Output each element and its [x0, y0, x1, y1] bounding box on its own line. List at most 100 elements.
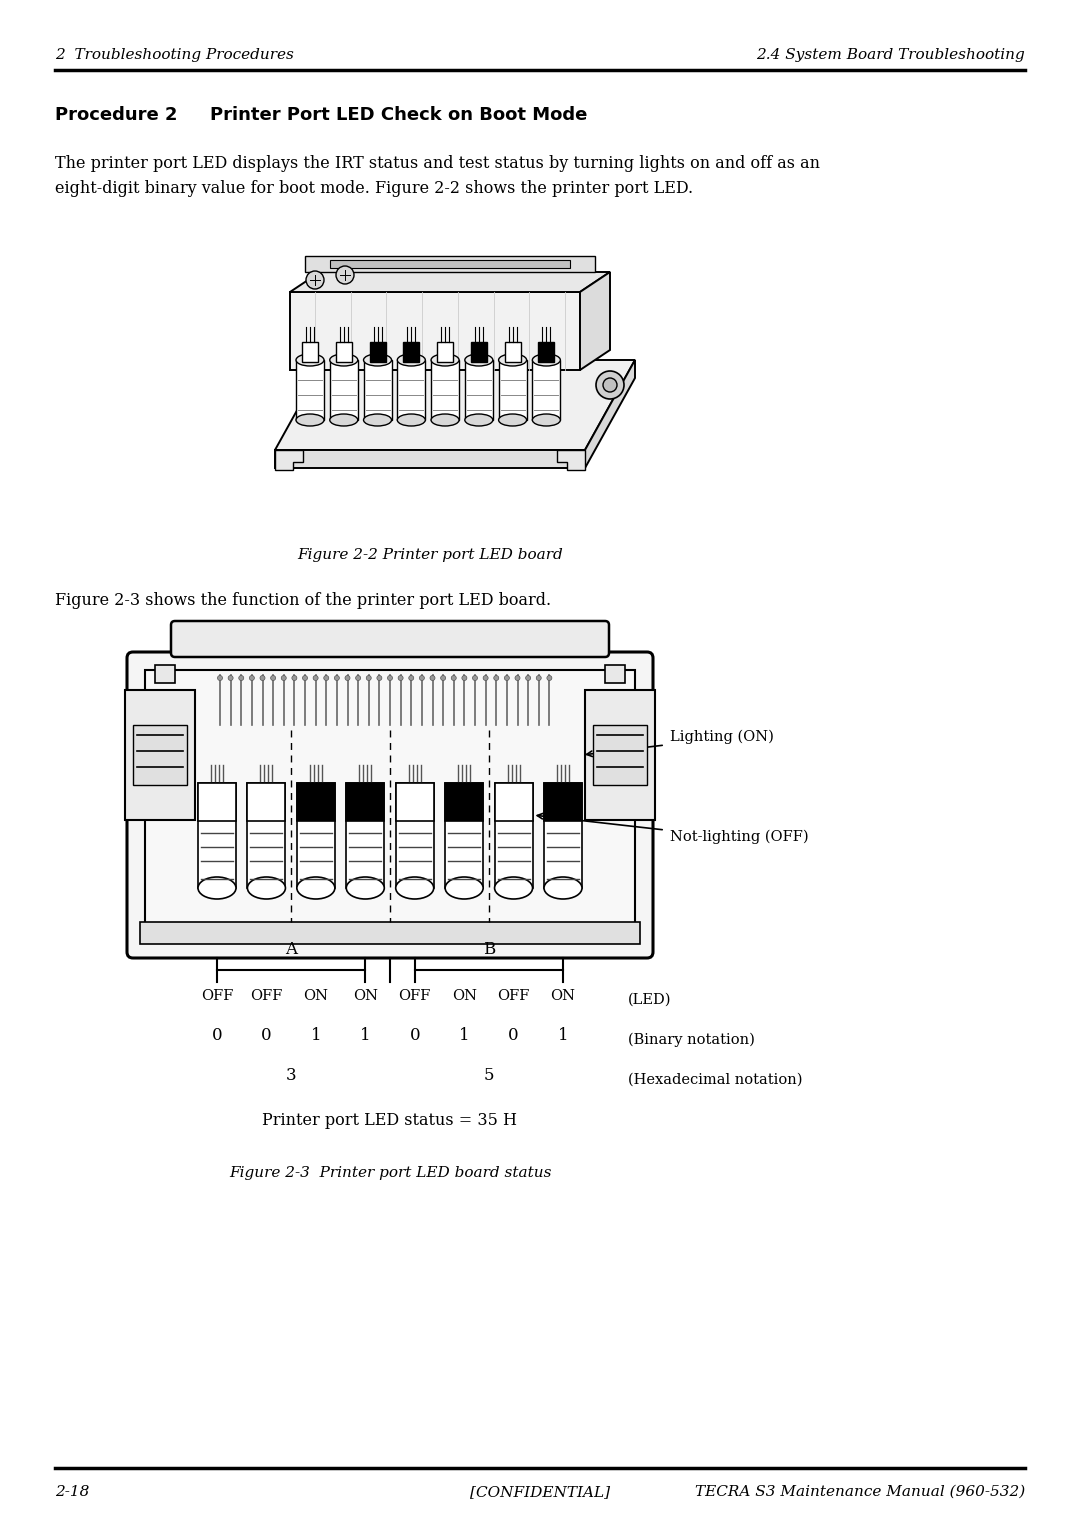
Circle shape — [419, 675, 424, 680]
Circle shape — [336, 266, 354, 284]
Circle shape — [537, 675, 541, 680]
Ellipse shape — [297, 877, 335, 898]
Circle shape — [324, 675, 328, 680]
Bar — [369, 342, 386, 362]
Bar — [532, 361, 561, 420]
Circle shape — [596, 371, 624, 399]
Polygon shape — [275, 361, 635, 451]
Circle shape — [302, 675, 308, 680]
Ellipse shape — [395, 877, 434, 898]
Polygon shape — [305, 257, 595, 272]
Bar — [330, 260, 570, 267]
Circle shape — [281, 675, 286, 680]
Text: OFF: OFF — [201, 989, 233, 1002]
Polygon shape — [557, 451, 585, 471]
Circle shape — [292, 675, 297, 680]
Text: ON: ON — [551, 989, 576, 1002]
Text: 0: 0 — [509, 1027, 518, 1044]
Circle shape — [355, 675, 361, 680]
Bar — [247, 782, 285, 888]
Text: eight-digit binary value for boot mode. Figure 2-2 shows the printer port LED.: eight-digit binary value for boot mode. … — [55, 180, 693, 197]
Bar — [347, 782, 384, 821]
Bar — [504, 342, 521, 362]
Ellipse shape — [431, 354, 459, 367]
Text: (Binary notation): (Binary notation) — [627, 1033, 755, 1047]
Bar — [544, 782, 582, 821]
Text: (LED): (LED) — [627, 993, 672, 1007]
Bar — [471, 342, 487, 362]
Text: TECRA S3 Maintenance Manual (960-532): TECRA S3 Maintenance Manual (960-532) — [694, 1485, 1025, 1499]
Circle shape — [408, 675, 414, 680]
Text: [CONFIDENTIAL]: [CONFIDENTIAL] — [470, 1485, 610, 1499]
Circle shape — [526, 675, 530, 680]
Text: The printer port LED displays the IRT status and test status by turning lights o: The printer port LED displays the IRT st… — [55, 154, 820, 173]
Circle shape — [399, 675, 403, 680]
Ellipse shape — [532, 414, 561, 426]
Bar — [445, 782, 483, 888]
Text: OFF: OFF — [251, 989, 283, 1002]
Circle shape — [546, 675, 552, 680]
Bar — [464, 361, 492, 420]
Text: Printer port LED status = 35 H: Printer port LED status = 35 H — [262, 1112, 517, 1129]
Circle shape — [217, 675, 222, 680]
Text: 2.4 System Board Troubleshooting: 2.4 System Board Troubleshooting — [756, 47, 1025, 63]
Ellipse shape — [495, 877, 532, 898]
Circle shape — [430, 675, 435, 680]
Circle shape — [515, 675, 519, 680]
Text: Printer Port LED Check on Boot Mode: Printer Port LED Check on Boot Mode — [210, 105, 588, 124]
Ellipse shape — [329, 414, 357, 426]
Circle shape — [388, 675, 392, 680]
Bar — [445, 782, 483, 821]
Text: Figure 2-3  Printer port LED board status: Figure 2-3 Printer port LED board status — [229, 1166, 551, 1180]
Ellipse shape — [499, 414, 527, 426]
Bar — [593, 724, 647, 785]
Bar — [395, 782, 434, 821]
Ellipse shape — [296, 354, 324, 367]
Circle shape — [345, 675, 350, 680]
Polygon shape — [291, 272, 610, 292]
Bar — [605, 665, 625, 683]
Bar — [431, 361, 459, 420]
Ellipse shape — [445, 877, 483, 898]
Circle shape — [504, 675, 510, 680]
Bar — [247, 782, 285, 821]
Bar — [499, 361, 527, 420]
Bar — [544, 782, 582, 888]
Circle shape — [306, 270, 324, 289]
Text: 0: 0 — [212, 1027, 222, 1044]
Ellipse shape — [296, 414, 324, 426]
Circle shape — [462, 675, 467, 680]
Circle shape — [239, 675, 244, 680]
Bar — [364, 361, 392, 420]
Text: ON: ON — [303, 989, 328, 1002]
Circle shape — [228, 675, 233, 680]
Text: OFF: OFF — [498, 989, 530, 1002]
Ellipse shape — [397, 414, 426, 426]
Polygon shape — [275, 451, 585, 468]
Bar — [495, 782, 532, 821]
Bar — [140, 921, 640, 944]
Bar — [397, 361, 426, 420]
Bar — [297, 782, 335, 888]
Text: 1: 1 — [459, 1027, 470, 1044]
Circle shape — [441, 675, 446, 680]
Circle shape — [603, 377, 617, 393]
Text: 1: 1 — [360, 1027, 370, 1044]
Circle shape — [366, 675, 372, 680]
Circle shape — [377, 675, 382, 680]
Ellipse shape — [364, 354, 392, 367]
Text: B: B — [483, 941, 495, 958]
Circle shape — [494, 675, 499, 680]
Ellipse shape — [532, 354, 561, 367]
Text: Procedure 2: Procedure 2 — [55, 105, 177, 124]
Bar — [296, 361, 324, 420]
Bar — [329, 361, 357, 420]
FancyBboxPatch shape — [171, 620, 609, 657]
Polygon shape — [275, 451, 303, 471]
Bar — [585, 691, 654, 821]
Ellipse shape — [397, 354, 426, 367]
Ellipse shape — [464, 354, 492, 367]
Text: ON: ON — [353, 989, 378, 1002]
Ellipse shape — [329, 354, 357, 367]
Text: 5: 5 — [484, 1067, 495, 1083]
